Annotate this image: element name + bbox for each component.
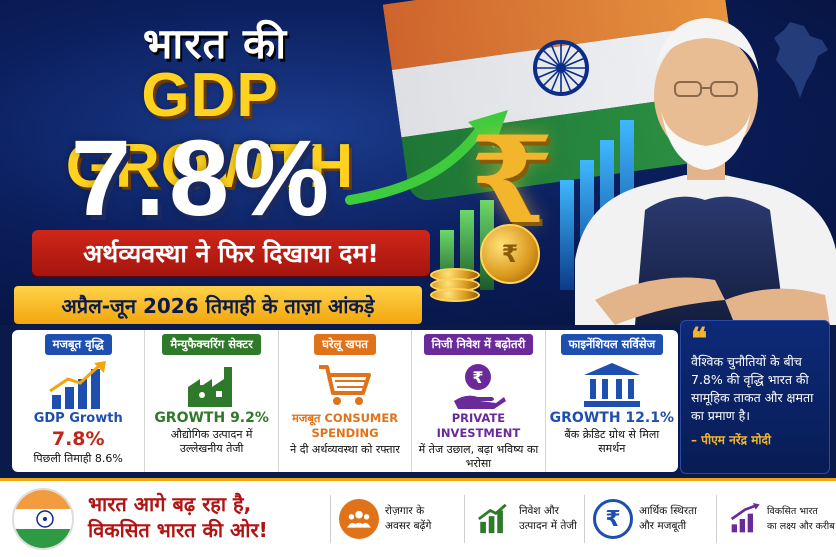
card-subtext: ने दी अर्थव्यवस्था को रफ्तार — [290, 443, 400, 456]
growth-arrow-icon — [345, 110, 508, 205]
card-subtext: में तेज उछाल, बढ़ा भविष्य का भरोसा — [418, 443, 539, 470]
leader-portrait-icon — [575, 18, 836, 325]
shopping-cart-icon — [319, 365, 372, 405]
card-main-value: 7.8% — [51, 428, 105, 450]
card-subtext: बैंक क्रेडिट ग्रोथ से मिला समर्थन — [564, 428, 660, 455]
footer-item-line2: उत्पादन में तेजी — [519, 520, 577, 532]
card-main-label: PRIVATE INVESTMENT — [436, 411, 521, 440]
card-main-label: GROWTH 12.1% — [549, 410, 674, 426]
rupee-circle-icon: ₹ — [593, 499, 633, 539]
india-flag-icon — [12, 488, 74, 550]
footer-item-line1: विकसित भारत — [767, 506, 818, 517]
card-heading: फाइनेंशियल सर्विसेज — [560, 334, 664, 355]
card-financial-services: फाइनेंशियल सर्विसेज GROWTH 12.1% बैंक क्… — [546, 330, 678, 472]
growth-chart-icon — [473, 499, 513, 539]
gold-coin-icon — [480, 224, 540, 284]
footer-item-line2: अवसर बढ़ेंगे — [385, 520, 432, 532]
footer-item-line2: का लक्ष्य और करीब — [767, 521, 835, 532]
quote-author: – पीएम नरेंद्र मोदी — [691, 433, 771, 447]
hero-banner: ₹ ₹ भारत की GDP GROWTH 7.8% अर्थव्यवस्था… — [0, 0, 836, 325]
card-heading: घरेलू खपत — [314, 334, 376, 355]
footer-item-line1: रोज़गार के — [385, 505, 425, 517]
card-main-label: GDP Growth — [33, 411, 123, 426]
footer-item-line2: और मजबूती — [639, 520, 687, 532]
headline-gdp-growth: GDP GROWTH — [65, 61, 355, 201]
card-private-investment: निजी निवेश में बढ़ोतरी ₹ PRIVATE INVESTM… — [412, 330, 546, 472]
footer-headline: भारत आगे बढ़ रहा है, विकसित भारत की ओर! — [88, 491, 268, 543]
footer-item-stability: ₹ आर्थिक स्थिरता और मजबूती — [584, 495, 697, 543]
footer-bar: भारत आगे बढ़ रहा है, विकसित भारत की ओर! … — [0, 478, 836, 557]
card-main-label: मजबूत CONSUMER SPENDING — [291, 411, 399, 440]
people-icon — [339, 499, 379, 539]
quote-text: वैश्विक चुनौतियों के बीच 7.8% की वृद्धि … — [691, 354, 814, 423]
coin-rupee-glyph: ₹ — [501, 240, 519, 268]
india-map-icon — [774, 22, 828, 98]
stats-cards-panel: मजबूत वृद्धि GDP Growth 7.8% पिछली तिमाह… — [12, 330, 678, 472]
pm-quote-box: ❝ वैश्विक चुनौतियों के बीच 7.8% की वृद्ध… — [680, 320, 830, 474]
card-subtext: औद्योगिक उत्पादन में उल्लेखनीय तेजी — [170, 428, 253, 455]
footer-headline-line1: भारत आगे बढ़ रहा है, — [88, 492, 252, 516]
quote-mark-icon: ❝ — [691, 322, 708, 357]
footer-headline-line2: विकसित भारत की ओर! — [88, 518, 268, 542]
card-heading: निजी निवेश में बढ़ोतरी — [423, 334, 534, 355]
footer-item-line1: आर्थिक स्थिरता — [639, 505, 697, 517]
card-heading: मैन्युफैक्चरिंग सेक्टर — [162, 334, 261, 355]
ashoka-chakra-icon — [533, 40, 589, 96]
subtag-ribbon: अप्रैल-जून 2026 तिमाही के ताज़ा आंकड़े — [14, 286, 422, 324]
card-manufacturing: मैन्युफैक्चरिंग सेक्टर GROWTH 9.2% औद्यो… — [145, 330, 279, 472]
tagline-ribbon: अर्थव्यवस्था ने फिर दिखाया दम! — [32, 230, 430, 276]
rupee-hand-icon: ₹ — [454, 364, 507, 409]
footer-item-investment: निवेश और उत्पादन में तेजी — [464, 495, 577, 543]
card-subtext: पिछली तिमाही 8.6% — [33, 452, 123, 465]
headline-percentage: 7.8% — [70, 117, 334, 238]
footer-item-line1: निवेश और — [519, 505, 559, 517]
bank-icon — [583, 363, 640, 407]
rising-bars-icon — [725, 499, 765, 539]
card-heading: मजबूत वृद्धि — [44, 334, 112, 355]
card-domestic-consumption: घरेलू खपत मजबूत CONSUMER SPENDING ने दी … — [279, 330, 413, 472]
headline-line1: भारत की — [142, 19, 288, 68]
bar-chart-up-icon — [49, 361, 107, 409]
svg-text:₹: ₹ — [473, 368, 484, 387]
factory-gear-icon — [187, 367, 232, 407]
card-main-label: GROWTH 9.2% — [154, 410, 269, 426]
footer-item-developed-india: विकसित भारत का लक्ष्य और करीब — [716, 495, 835, 543]
card-strong-growth: मजबूत वृद्धि GDP Growth 7.8% पिछली तिमाह… — [12, 330, 146, 472]
coin-stack-icon — [430, 288, 480, 302]
footer-item-employment: रोज़गार के अवसर बढ़ेंगे — [330, 495, 431, 543]
